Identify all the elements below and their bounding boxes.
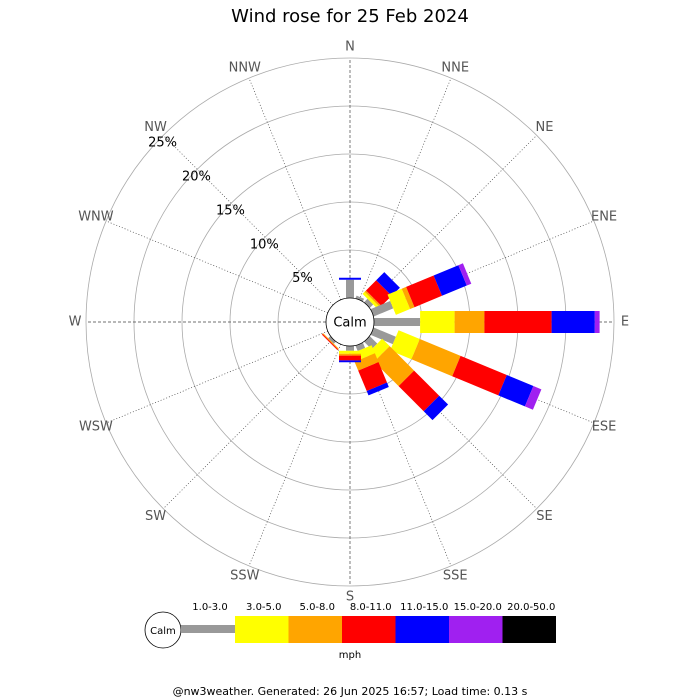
wind-bar-segment [594, 311, 600, 333]
unit-label: mph [339, 650, 361, 661]
direction-label: ESE [592, 420, 617, 435]
direction-label: NNW [229, 60, 261, 75]
wind-bar-segment [411, 339, 461, 377]
legend-label: 5.0-8.0 [300, 602, 335, 613]
footer: @nw3weather. Generated: 26 Jun 2025 16:5… [173, 685, 528, 698]
wind-bar-segment [321, 333, 339, 351]
direction-label: S [346, 590, 354, 605]
ring-tick-label: 5% [292, 271, 313, 286]
wind-bar-segment [498, 375, 534, 407]
ring-tick-label: 20% [182, 169, 211, 184]
wind-bar-segment [364, 290, 382, 308]
direction-label: SW [145, 509, 166, 524]
legend-label: 3.0-5.0 [246, 602, 281, 613]
wind-bar-segment [339, 277, 361, 280]
legend-swatch [395, 616, 449, 643]
direction-spoke [163, 338, 334, 509]
ring-tick-label: 15% [216, 203, 245, 218]
wind-bar-segment [354, 353, 379, 371]
direction-label: SSE [443, 569, 468, 584]
wind-bar-segment [346, 346, 354, 351]
wind-bar-segment [339, 360, 361, 363]
direction-label: SSW [230, 569, 260, 584]
ring-tick-label: 10% [250, 237, 279, 252]
wind-bar-segment [346, 279, 354, 298]
wind-bar-segment [433, 265, 467, 296]
chart-title: Wind rose for 25 Feb 2024 [231, 6, 469, 27]
wind-bar-segment [376, 272, 400, 296]
wind-bar-segment [452, 355, 507, 396]
wind-bar-segment [454, 311, 485, 333]
wind-bar-segment [374, 318, 421, 326]
wind-bar-segment [355, 295, 364, 302]
legend-calm-label: Calm [150, 626, 176, 637]
wind-bar-segment [362, 291, 381, 310]
wind-bar-segment [390, 330, 420, 360]
direction-label: WSW [79, 420, 113, 435]
direction-label: ENE [591, 209, 617, 224]
wind-bar-segment [524, 386, 542, 410]
direction-spoke [105, 220, 328, 314]
direction-label: NW [144, 120, 167, 135]
legend-label: 15.0-20.0 [454, 602, 502, 613]
legend-swatch [342, 616, 396, 643]
legend-swatch [288, 616, 342, 643]
direction-label: NNE [441, 60, 469, 75]
wind-bar-segment [339, 353, 361, 356]
legend-label: 1.0-3.0 [192, 602, 227, 613]
direction-label: N [345, 40, 355, 55]
wind-bar-segment [339, 355, 361, 361]
direction-label: NE [535, 120, 553, 135]
direction-label: SE [536, 509, 552, 524]
legend-label: 20.0-50.0 [507, 602, 555, 613]
wind-bar-segment [374, 346, 415, 387]
wind-bar-segment [370, 301, 394, 317]
wind-bar-segment [484, 311, 552, 333]
wind-bar-segment [420, 311, 455, 333]
wind-bar-segment [458, 263, 472, 286]
direction-spoke [366, 135, 537, 306]
legend-label: 11.0-15.0 [400, 602, 448, 613]
wind-bar-segment [364, 336, 378, 350]
wind-bar-segment [370, 327, 396, 345]
wind-bar-segment [401, 286, 415, 309]
wind-bar-segment [406, 275, 442, 308]
wind-bar-segment [366, 382, 389, 396]
legend-swatch [449, 616, 503, 643]
ring-grid-line [85, 57, 615, 587]
legend-swatch [235, 616, 289, 643]
direction-spoke [105, 330, 328, 424]
ring-tick-label: 25% [148, 135, 177, 150]
wind-bar-segment [387, 288, 411, 315]
direction-spoke [358, 77, 452, 300]
direction-label: E [621, 315, 629, 330]
legend-label: 8.0-11.0 [350, 602, 392, 613]
legend-swatch [181, 625, 235, 633]
wind-bar-segment [339, 350, 361, 354]
wind-bar-segment [551, 311, 595, 333]
calm-circle [325, 297, 375, 347]
direction-label: WNW [78, 209, 114, 224]
wind-bar-segment [328, 336, 336, 344]
wind-bar-segment [366, 280, 392, 306]
wind-bar-segment [322, 333, 339, 350]
direction-label: W [69, 315, 82, 330]
direction-spoke [163, 135, 334, 306]
wind-bar-segment [364, 298, 374, 308]
calm-label: Calm [333, 316, 366, 331]
legend-swatch [502, 616, 556, 643]
direction-spoke [248, 344, 342, 567]
wind-bar-segment [398, 370, 440, 412]
wind-bar-segment [423, 395, 449, 421]
direction-spoke [248, 77, 342, 300]
wind-bar-segment [358, 362, 387, 391]
